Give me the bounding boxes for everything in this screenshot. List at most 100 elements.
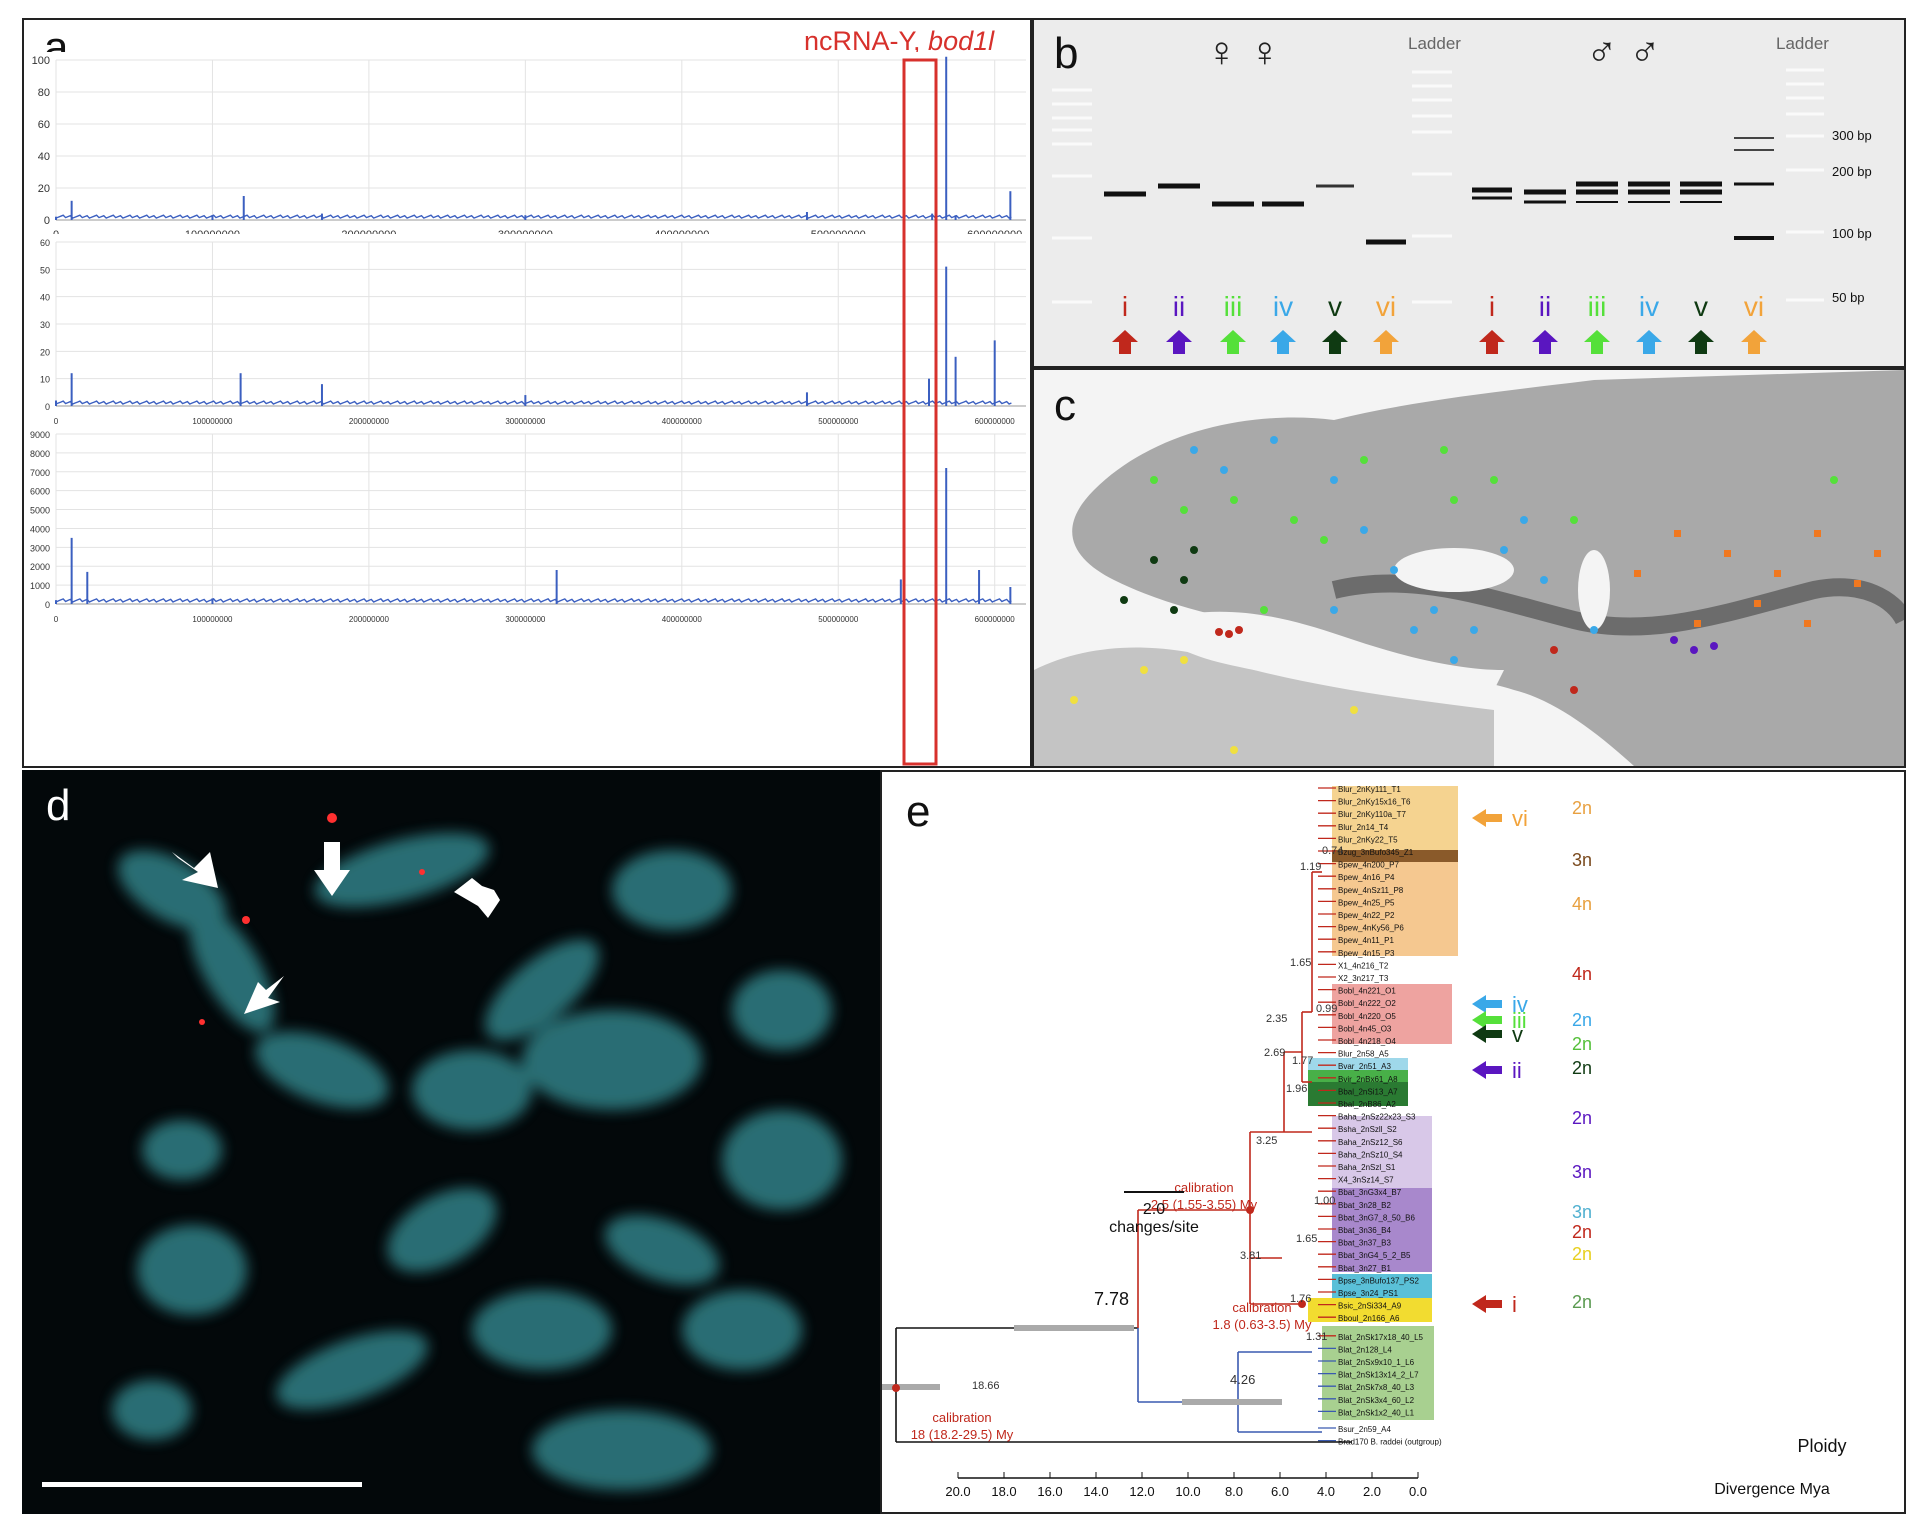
y-tick-label: 0 [45,600,50,610]
taxon-label: Bobl_4n218_O4 [1338,1037,1396,1046]
panel-e-label: e [906,787,931,836]
panel-b-label: b [1054,29,1079,78]
taxon-label: Baha_2nSz10_S4 [1338,1150,1403,1159]
chart-background [26,52,1028,252]
calibration-node [892,1384,900,1392]
axis-tick-label: 12.0 [1129,1484,1154,1499]
x-tick-label: 0 [54,417,59,426]
clade-numeral: iii [1512,1008,1527,1033]
clade-arrow [1472,1011,1502,1029]
taxon-label: Brad170 B. raddei (outgroup) [1338,1438,1442,1447]
taxon-label: Bobl_4n220_O5 [1338,1012,1396,1021]
taxon-label: Baha_2nSz12_S6 [1338,1138,1403,1147]
ladder-lane-right [1786,68,1824,302]
lane-arrow [1584,330,1610,354]
node-age-4-26: 4.26 [1230,1372,1255,1387]
taxon-label: Bpew_4n22_P2 [1338,911,1395,920]
panel-d: d [22,770,880,1514]
taxon-label: Bvar_2n51_A3 [1338,1062,1391,1071]
y-tick-label: 80 [38,87,50,99]
panel-b: b ♀ ♀ ♂ ♂ Ladder Ladder 300 bp 200 bp 10… [1032,18,1906,368]
calibration-2-title: calibration [1174,1180,1233,1195]
white-arrows [172,842,500,1014]
phylogeny-tree: Blur_2nKy111_T1 Blur_2nKy15x16_T6 Blur_2nK… [882,785,1847,1499]
taxon-label: Blat_2nSx9x10_1_L6 [1338,1358,1415,1367]
y-tick-label: 4000 [30,524,50,534]
taxon-label: Bbal_2nSi13_A7 [1338,1087,1398,1096]
age-interval-bar [1014,1325,1134,1331]
taxon-label: Blur_2n14_T4 [1338,823,1389,832]
x-tick-label: 400000000 [662,417,703,426]
axis-tick-label: 4.0 [1317,1484,1335,1499]
ploidy-label: 3n [1572,850,1592,870]
y-tick-label: 8000 [30,449,50,459]
panel-a-charts: 0204060801000100000000200000000300000000… [26,52,1028,766]
ploidy-label: 2n [1572,1222,1592,1242]
calibration-node [1246,1206,1254,1214]
taxon-label: Blur_2n58_A5 [1338,1050,1389,1059]
taxon-label: Bpew_4n11_P1 [1338,936,1394,945]
y-tick-label: 0 [45,402,50,412]
annotation-text: ncRNA-Y, [804,26,929,56]
panel-d-label: d [46,781,71,830]
lane-arrow [1636,330,1662,354]
taxon-label: Bbal_2nB86_A2 [1338,1100,1396,1109]
calibration-1-range: 18 (18.2-29.5) My [911,1427,1014,1442]
clade-arrow [1472,995,1502,1013]
y-tick-label: 5000 [30,506,50,516]
clade-numeral: ii [1512,1058,1522,1083]
panel-e: e Blur_2nKy111_T1 Blur_2nKy15x16_T6 Blur_2… [880,770,1906,1514]
calibration-labels: calibration 18 (18.2-29.5) My calibratio… [911,1180,1312,1442]
tree-annotations: 18.66 7.78 4.26 3.81 3.25 2.69 2.35 1.96… [972,845,1343,1392]
node-age-0-99: 0.99 [1316,1003,1337,1015]
panel-c: c [1032,368,1906,768]
axis-tick-label: 0.0 [1409,1484,1427,1499]
calibration-node [1298,1300,1306,1308]
clade-band-3n-brown [1332,850,1458,862]
node-age-0-74: 0.74 [1322,845,1343,857]
ploidy-label: 3n [1572,1202,1592,1222]
ploidy-label: 4n [1572,964,1592,984]
clade-band-iii [1308,1070,1408,1082]
bp-label-100: 100 bp [1832,226,1872,241]
ploidy-label: 2n [1572,1058,1592,1078]
node-age-1-76: 1.76 [1290,1293,1311,1305]
taxon-label: Blur_2nKy15x16_T6 [1338,798,1411,807]
axis-title: Divergence Mya [1714,1481,1830,1498]
fish-signals [199,813,425,1025]
lane-arrow [1112,330,1138,354]
y-tick-label: 30 [40,320,50,330]
lane-numeral: i [1489,291,1495,322]
ladder-label-left: Ladder [1408,34,1461,53]
node-age-1-00: 1.00 [1314,1195,1335,1207]
taxon-label: Bsic_2nSi334_A9 [1338,1302,1402,1311]
chromosomes [112,832,842,1490]
annotation-gene: bod1l [928,26,995,56]
lane-numeral: ii [1539,291,1551,322]
lane-numeral: ii [1173,291,1185,322]
x-tick-label: 400000000 [662,615,703,624]
node-age-1-31: 1.31 [1306,1331,1327,1343]
y-tick-label: 7000 [30,468,50,478]
distribution-map [1034,370,1904,766]
x-tick-label: 600000000 [975,615,1016,624]
coverage-chart-2: 0 10 20 30 40 50 60 0 100000000 200000000 30000000… [26,234,1028,438]
clade-arrow [1472,1025,1502,1043]
axis-tick-label: 18.0 [991,1484,1016,1499]
clade-band-3n-teal [1332,1274,1432,1298]
y-tick-label: 9000 [30,430,50,440]
clade-numeral: i [1512,1292,1517,1317]
x-tick-label: 200000000 [349,417,390,426]
y-tick-label: 2000 [30,562,50,572]
y-tick-label: 60 [38,119,50,131]
node-age-2-35: 2.35 [1266,1013,1287,1025]
bp-label-200: 200 bp [1832,164,1872,179]
taxon-label: Bvir_2nBx61_A8 [1338,1075,1398,1084]
panel-a: a ncRNA-Y, bod1l 02040608010001000000002… [22,18,1032,768]
taxon-label: Bobl_4n221_O1 [1338,987,1396,996]
gel-image: i ii iii iv v vi i ii iii iv v vi [1052,68,1824,354]
male-symbols: ♂ ♂ [1586,28,1661,75]
clade-arrow [1472,809,1502,827]
y-tick-label: 60 [40,238,50,248]
map-caspian [1578,550,1610,630]
